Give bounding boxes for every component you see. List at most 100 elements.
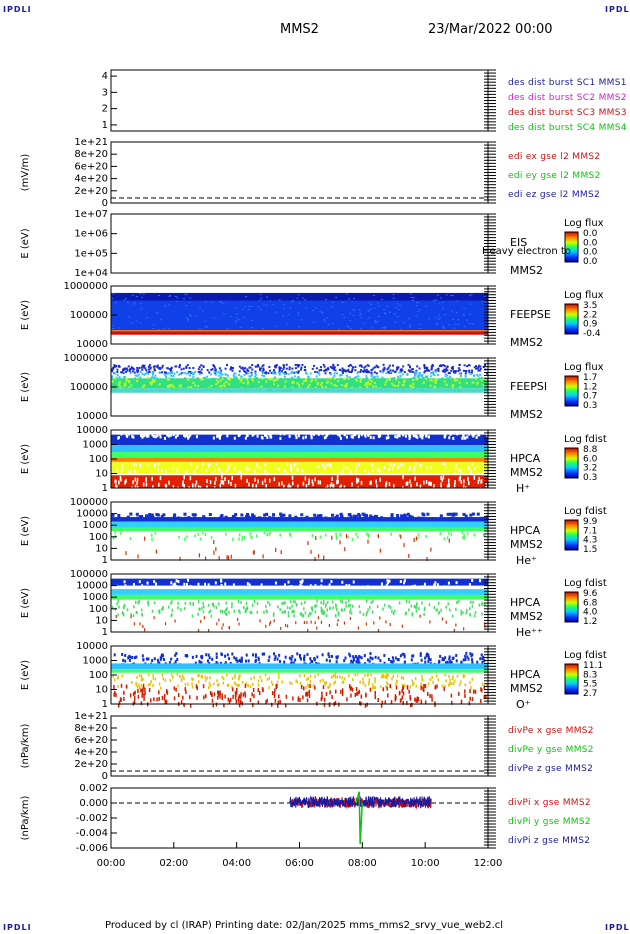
spectrogram-pixel bbox=[288, 585, 291, 589]
spectrogram-pixel bbox=[274, 379, 277, 382]
spectrogram-pixel bbox=[319, 366, 322, 369]
colorbar-title: Log flux bbox=[564, 218, 604, 229]
spectrogram-pixel bbox=[411, 702, 413, 707]
spectrogram-pixel bbox=[482, 655, 485, 659]
spectrogram-pixel bbox=[337, 618, 339, 622]
spectrogram-pixel bbox=[165, 699, 168, 704]
spectrogram-pixel bbox=[366, 585, 369, 589]
spectrogram-pixel bbox=[115, 584, 118, 588]
spectrogram-pixel bbox=[425, 654, 428, 658]
spectrogram-pixel bbox=[431, 694, 433, 699]
spectrogram-pixel bbox=[341, 367, 344, 370]
spectrogram-pixel bbox=[208, 628, 210, 632]
spectrogram-pixel bbox=[195, 684, 198, 689]
spectrogram-pixel bbox=[221, 675, 224, 679]
spectrogram-pixel bbox=[373, 371, 376, 374]
spectrogram-pixel bbox=[405, 599, 408, 603]
spectrogram-pixel bbox=[226, 328, 229, 330]
spectrogram-pixel bbox=[289, 307, 292, 309]
spectrogram-pixel bbox=[137, 689, 139, 694]
spectrogram-pixel bbox=[402, 433, 405, 437]
spectrogram-pixel bbox=[401, 695, 404, 700]
spectrogram-pixel bbox=[240, 375, 243, 378]
spectrogram-pixel bbox=[469, 689, 471, 694]
spectrogram-pixel bbox=[326, 473, 329, 477]
spectrogram-pixel bbox=[172, 374, 175, 377]
spectrogram-pixel bbox=[416, 698, 419, 703]
colorbar-tick-label: 1.5 bbox=[583, 545, 597, 555]
spectrogram-pixel bbox=[460, 471, 462, 475]
spectrogram-pixel bbox=[441, 370, 444, 373]
spectrogram-pixel bbox=[360, 365, 363, 368]
spectrogram-pixel bbox=[321, 385, 324, 388]
spectrogram-pixel bbox=[448, 531, 450, 535]
spectrogram-pixel bbox=[481, 660, 484, 664]
spectrogram-pixel bbox=[160, 319, 163, 321]
spectrogram-pixel bbox=[215, 462, 217, 466]
spectrogram-pixel bbox=[415, 603, 418, 607]
spectrogram-pixel bbox=[415, 684, 418, 688]
spectrogram-pixel bbox=[445, 679, 447, 683]
colorbar bbox=[564, 447, 579, 479]
spectrogram-pixel bbox=[170, 581, 173, 585]
spectrogram-pixel bbox=[458, 691, 460, 696]
spectrogram-pixel bbox=[234, 675, 236, 679]
spectrogram-pixel bbox=[153, 464, 156, 468]
spectrogram-pixel bbox=[391, 369, 394, 372]
spectrogram-pixel bbox=[376, 484, 378, 489]
spectrogram-pixel bbox=[445, 384, 448, 387]
spectrogram-pixel bbox=[123, 368, 126, 371]
spectrogram-pixel bbox=[324, 372, 327, 375]
spectrogram-pixel bbox=[349, 603, 352, 607]
spectrogram-pixel bbox=[221, 693, 223, 698]
spectrogram-pixel bbox=[329, 464, 332, 468]
spectrogram-pixel bbox=[127, 656, 130, 660]
spectrogram-pixel bbox=[449, 608, 451, 612]
spectrogram-pixel bbox=[351, 366, 354, 369]
spectrogram-pixel bbox=[329, 586, 332, 590]
colorbar-tick-label: 0.7 bbox=[583, 392, 597, 402]
spectrogram-pixel bbox=[443, 462, 446, 466]
spectrogram-pixel bbox=[263, 470, 266, 474]
spectrogram-pixel bbox=[176, 371, 179, 374]
spectrogram-pixel bbox=[459, 372, 462, 375]
spectrogram-pixel bbox=[398, 601, 401, 605]
spectrogram-pixel bbox=[246, 514, 250, 518]
spectrogram-pixel bbox=[300, 366, 303, 369]
spectrogram-pixel bbox=[310, 379, 313, 382]
spectrogram-pixel bbox=[146, 434, 149, 438]
spectrogram-pixel bbox=[274, 366, 277, 369]
spectrogram-pixel bbox=[402, 691, 405, 696]
species-label: H⁺ bbox=[516, 482, 530, 495]
spectrogram-pixel bbox=[336, 675, 338, 679]
spectrogram-pixel bbox=[222, 302, 225, 304]
spectrogram-pixel bbox=[368, 659, 371, 663]
spectrogram-pixel bbox=[465, 382, 468, 385]
y-tick-label: -0.002 bbox=[76, 813, 108, 824]
spectrogram-pixel bbox=[159, 476, 162, 481]
spectrogram-pixel bbox=[135, 683, 138, 687]
spectrogram-pixel bbox=[116, 370, 119, 373]
spectrogram-pixel bbox=[308, 478, 310, 483]
spectrogram-pixel bbox=[186, 578, 189, 582]
spectrogram-pixel bbox=[230, 554, 232, 559]
spectrogram-pixel bbox=[142, 482, 145, 487]
spectrogram-pixel bbox=[387, 371, 390, 374]
spectrogram-pixel bbox=[296, 297, 299, 299]
spectrogram-pixel bbox=[117, 675, 120, 679]
spectrogram-pixel bbox=[419, 653, 422, 657]
spectrogram-pixel bbox=[175, 652, 178, 656]
spectrogram-pixel bbox=[148, 364, 151, 367]
y-tick-label: 10 bbox=[95, 543, 108, 554]
spectrogram-pixel bbox=[445, 605, 447, 609]
spectrogram-pixel bbox=[218, 435, 221, 439]
spectrogram-pixel bbox=[142, 625, 144, 629]
spectrogram-pixel bbox=[278, 366, 281, 369]
spectrogram-pixel bbox=[283, 432, 286, 436]
spectrogram-pixel bbox=[144, 536, 146, 541]
spectrogram-pixel bbox=[399, 473, 402, 477]
spectrogram-pixel bbox=[268, 533, 271, 537]
spectrogram-pixel bbox=[162, 328, 165, 330]
spectrogram-pixel bbox=[252, 702, 254, 707]
spectrogram-pixel bbox=[437, 294, 440, 296]
